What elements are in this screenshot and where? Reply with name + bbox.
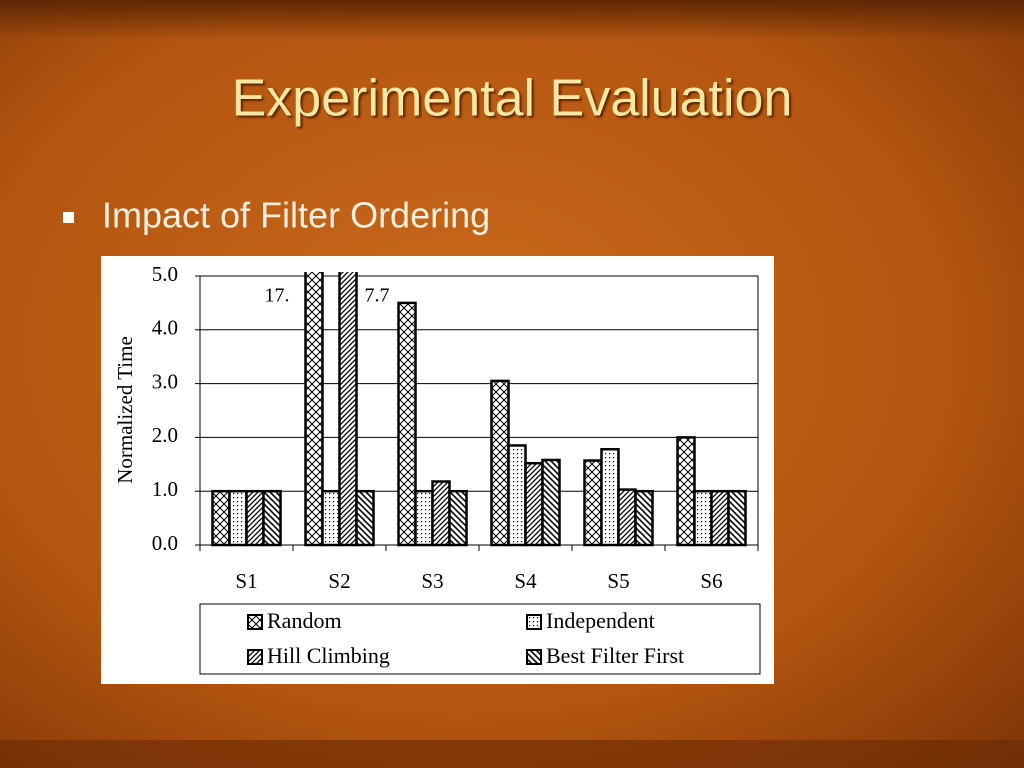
legend-swatch [526, 614, 542, 630]
bar [676, 436, 696, 547]
bar [634, 489, 654, 547]
legend-label: Best Filter First [546, 643, 684, 668]
bar [262, 489, 282, 547]
plot-area [211, 272, 747, 547]
x-tick-label: S3 [421, 569, 443, 593]
slide-title: Experimental Evaluation [232, 70, 793, 128]
x-tick-label: S1 [235, 569, 257, 593]
bar [490, 379, 510, 547]
bar [355, 489, 375, 547]
bar [524, 461, 544, 547]
x-tick-label: S2 [328, 569, 350, 593]
x-tick-label: S5 [607, 569, 629, 593]
bar [211, 489, 231, 547]
bar [617, 488, 637, 547]
legend-label: Random [267, 608, 342, 633]
bar [448, 489, 468, 547]
bar [693, 489, 713, 547]
y-tick-label: 2.0 [152, 423, 178, 447]
value-label: 17. [265, 285, 290, 307]
y-tick-label: 0.0 [152, 531, 178, 555]
legend-swatch [247, 614, 263, 630]
chart: 0.0 1.0 2.0 3.0 4.0 5.0 Normalized Time S1 S2 17.… [113, 262, 761, 675]
legend-box [199, 603, 761, 675]
legend-swatch [526, 649, 542, 665]
legend-label: Hill Climbing [267, 643, 390, 668]
y-tick-label: 3.0 [152, 369, 178, 393]
x-tick-label: S4 [514, 569, 537, 593]
y-axis-label: Normalized Time [113, 336, 137, 484]
bottom-band [0, 740, 1024, 768]
y-tick-label: 5.0 [152, 262, 178, 286]
bar [541, 458, 561, 547]
bar [414, 489, 434, 547]
y-tick-label: 4.0 [152, 316, 178, 340]
bar [583, 459, 603, 547]
bar [304, 272, 324, 547]
x-tick-label: S6 [700, 569, 722, 593]
y-tick-label: 1.0 [152, 477, 178, 501]
value-label: 7.7 [365, 285, 390, 307]
bar [507, 444, 527, 547]
bar [431, 480, 451, 547]
bar [338, 272, 358, 547]
bar [600, 447, 620, 547]
bar [710, 489, 730, 547]
bar [245, 489, 265, 547]
bullet-text: Impact of Filter Ordering [102, 195, 490, 236]
legend-swatch [247, 649, 263, 665]
bar [228, 489, 248, 547]
top-band [0, 0, 1024, 40]
bar [321, 489, 341, 547]
legend-label: Independent [546, 608, 655, 633]
bullet-marker [63, 212, 74, 223]
bar [727, 489, 747, 547]
bar [397, 301, 417, 547]
